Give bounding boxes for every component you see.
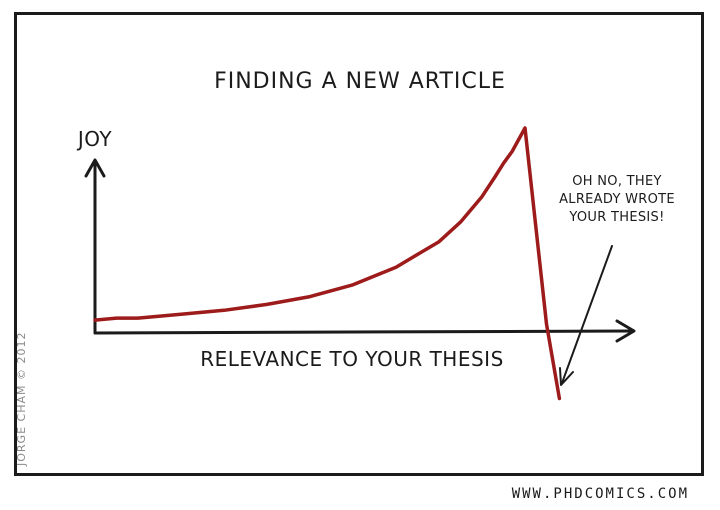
callout-line-1: OH NO, THEY bbox=[572, 174, 662, 189]
x-axis-label: RELEVANCE TO YOUR THESIS bbox=[200, 347, 504, 371]
callout-line-2: ALREADY WROTE bbox=[559, 192, 675, 207]
callout-pointer-arrowhead bbox=[559, 367, 574, 386]
x-axis bbox=[93, 329, 634, 335]
y-axis-label: JOY bbox=[76, 127, 113, 151]
series-layer bbox=[93, 126, 562, 401]
annotation-callout: OH NO, THEY ALREADY WROTE YOUR THESIS! bbox=[559, 174, 675, 386]
callout-line-3: YOUR THESIS! bbox=[568, 210, 664, 225]
website-url: WWW.PHDCOMICS.COM bbox=[512, 486, 689, 502]
chart-title: FINDING A NEW ARTICLE bbox=[214, 69, 506, 94]
author-credit: JORGE CHAM © 2012 bbox=[15, 332, 28, 467]
y-axis-arrowhead bbox=[84, 158, 106, 178]
comic-panel bbox=[14, 12, 704, 476]
callout-pointer-line bbox=[561, 245, 613, 384]
x-axis-arrowhead bbox=[615, 319, 636, 343]
